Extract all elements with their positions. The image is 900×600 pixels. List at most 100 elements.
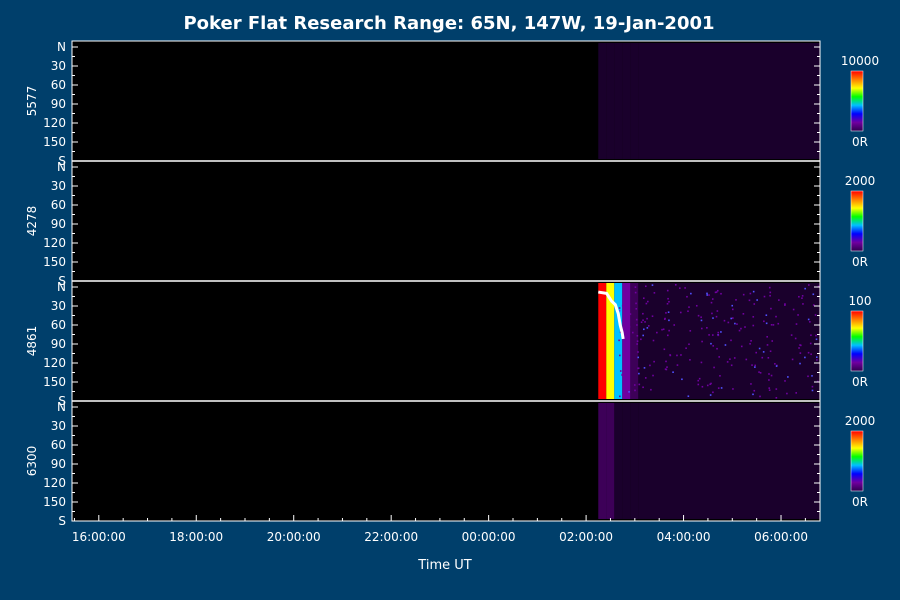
y-tick-label: N <box>57 160 66 174</box>
speckle-point <box>775 397 778 399</box>
y-tick-label: 120 <box>43 116 66 130</box>
speckle-point <box>672 371 674 373</box>
overlay-trace <box>598 290 625 340</box>
colorbar-min-label: 0R <box>852 375 868 389</box>
speckle-point <box>663 318 666 320</box>
speckle-point <box>727 321 730 324</box>
speckle-point <box>763 295 766 298</box>
y-tick-label: N <box>57 40 66 54</box>
speckle-point <box>695 304 698 307</box>
speckle-point <box>710 342 712 345</box>
intensity-band <box>614 403 623 519</box>
speckle-point <box>732 308 734 311</box>
intensity-band <box>638 43 820 159</box>
speckle-point <box>706 327 708 329</box>
speckle-point <box>653 360 655 363</box>
speckle-point <box>732 317 734 319</box>
speckle-point <box>636 343 638 345</box>
speckle-point <box>706 384 709 387</box>
speckle-point <box>629 313 632 315</box>
speckle-point <box>634 389 636 392</box>
speckle-point <box>681 378 683 381</box>
chart-title: Poker Flat Research Range: 65N, 147W, 19… <box>183 13 714 34</box>
speckle-point <box>807 375 809 378</box>
speckle-point <box>652 374 654 377</box>
speckle-point <box>646 317 648 320</box>
speckle-point <box>701 385 704 388</box>
speckle-point <box>647 300 649 303</box>
panel-5577: N 30 60 90 120 150 S 5577 10000 0R <box>25 40 879 168</box>
speckle-point <box>742 293 745 296</box>
y-tick-label: 60 <box>51 78 66 92</box>
speckle-point <box>635 318 638 321</box>
speckle-point <box>753 303 756 305</box>
plot-area: N 30 60 90 120 150 S 5577 10000 0R N 30 60 90 120 150 S 4… <box>25 40 879 544</box>
speckle-point <box>665 312 667 314</box>
speckle-point <box>812 304 815 306</box>
speckle-point <box>749 292 752 295</box>
speckle-point <box>804 356 806 359</box>
speckle-point <box>635 302 637 305</box>
intensity-band <box>630 43 639 159</box>
speckle-point <box>679 311 682 314</box>
speckle-point <box>687 310 689 313</box>
y-tick-label: 120 <box>43 356 66 370</box>
x-tick-label: 02:00:00 <box>559 530 613 544</box>
speckle-point <box>697 383 700 386</box>
speckle-point <box>749 342 751 345</box>
speckle-point <box>643 328 645 331</box>
speckle-point <box>720 331 722 333</box>
speckle-point <box>646 327 649 329</box>
speckle-point <box>649 364 651 367</box>
speckle-point <box>643 367 646 369</box>
speckle-point <box>623 308 626 310</box>
speckle-point <box>752 393 754 396</box>
speckle-point <box>769 350 772 353</box>
intensity-band <box>622 43 631 159</box>
y-tick-label: 150 <box>43 135 66 149</box>
speckle-point <box>758 347 761 350</box>
intensity-band <box>598 283 607 399</box>
y-tick-label: 120 <box>43 476 66 490</box>
y-tick-label: 90 <box>51 217 66 231</box>
speckle-point <box>706 292 708 295</box>
speckle-point <box>662 328 665 331</box>
speckle-point <box>810 334 812 337</box>
speckle-point <box>618 309 621 312</box>
speckle-point <box>778 299 780 301</box>
speckle-point <box>740 327 742 330</box>
intensity-band <box>638 283 820 399</box>
speckle-point <box>717 331 720 334</box>
speckle-point <box>761 356 764 359</box>
speckle-point <box>731 304 734 307</box>
speckle-point <box>784 304 786 306</box>
colorbar-min-label: 0R <box>852 135 868 149</box>
speckle-point <box>712 317 714 319</box>
speckle-point <box>708 334 710 336</box>
speckle-point <box>791 358 794 361</box>
speckle-point <box>768 379 770 381</box>
y-tick-label: 90 <box>51 97 66 111</box>
speckle-point <box>621 374 623 376</box>
speckle-point <box>751 364 753 366</box>
y-tick-label: 60 <box>51 318 66 332</box>
speckle-point <box>710 382 712 385</box>
speckle-point <box>708 294 710 296</box>
speckle-point <box>745 358 748 361</box>
speckle-point <box>636 335 639 337</box>
speckle-point <box>633 384 636 386</box>
speckle-point <box>701 340 703 343</box>
speckle-point <box>714 291 717 294</box>
x-tick-label: 20:00:00 <box>267 530 321 544</box>
speckle-point <box>628 391 630 393</box>
speckle-point <box>775 388 778 390</box>
speckle-point <box>716 289 719 292</box>
speckle-point <box>790 334 793 336</box>
speckle-point <box>700 319 703 322</box>
speckle-point <box>768 286 771 289</box>
speckle-point <box>653 292 656 294</box>
speckle-point <box>645 302 648 305</box>
colorbar <box>850 70 864 132</box>
speckle-point <box>815 338 818 341</box>
y-tick-label: 120 <box>43 236 66 250</box>
